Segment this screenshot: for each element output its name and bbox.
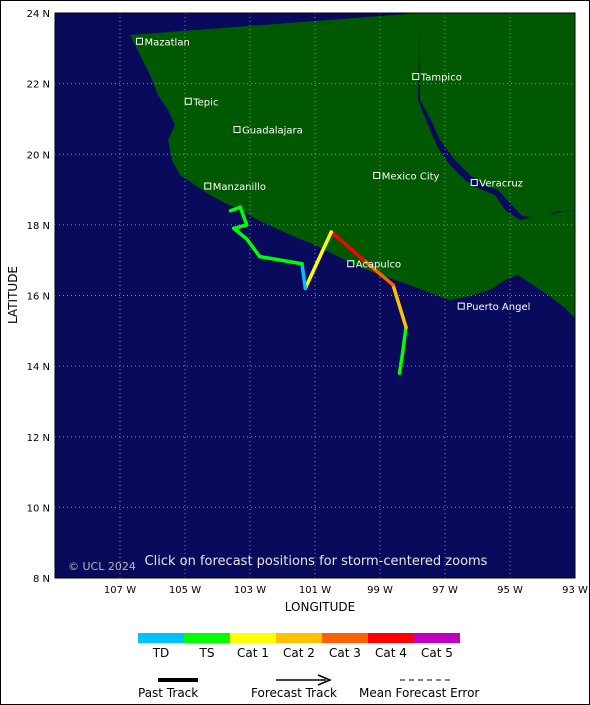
track-segment[interactable] (245, 237, 262, 259)
track-segment[interactable] (258, 254, 304, 266)
legend-swatch (230, 633, 276, 643)
past-track-label: Past Track (138, 686, 199, 700)
x-tick-label: 99 W (367, 585, 393, 596)
zoom-instruction[interactable]: Click on forecast positions for storm-ce… (145, 554, 488, 569)
city-label: Mexico City (382, 171, 440, 182)
track-segment[interactable] (238, 205, 249, 227)
track-segment[interactable] (300, 261, 307, 291)
y-tick-label: 16 N (27, 292, 50, 303)
mean-error-label: Mean Forecast Error (359, 686, 480, 700)
track-segment[interactable] (303, 230, 333, 291)
legend-swatch (414, 633, 460, 643)
x-tick-labels: 107 W 105 W 103 W 101 W 99 W 97 W 95 W 93 W (104, 585, 588, 596)
city-markers: Mazatlan Tepic Guadalajara Manzanillo Tampic… (136, 37, 530, 313)
city-label: Puerto Angel (466, 302, 530, 313)
x-tick-label: 107 W (104, 585, 136, 596)
city-marker-icon (184, 97, 192, 105)
x-tick-label: 97 W (432, 585, 458, 596)
lat-lon-grid (55, 13, 575, 578)
city-marker-icon (470, 179, 478, 186)
legend-label: Cat 2 (283, 646, 315, 660)
x-tick-label: 103 W (234, 585, 266, 596)
x-axis-title: LONGITUDE (284, 600, 356, 614)
mexico-landmass (120, 13, 575, 318)
track-segment[interactable] (232, 223, 249, 231)
storm-track[interactable] (228, 205, 408, 375)
x-tick-label: 95 W (497, 585, 523, 596)
track-segment[interactable] (228, 205, 242, 213)
legend-swatch (322, 633, 368, 643)
y-tick-label: 18 N (27, 221, 50, 232)
y-tick-label: 8 N (33, 574, 50, 585)
y-axis-title: LATITUDE (6, 265, 20, 325)
y-tick-label: 14 N (27, 362, 50, 373)
city-marker-icon (233, 126, 241, 134)
y-tick-label: 10 N (27, 503, 50, 514)
city-label: Mazatlan (145, 37, 190, 48)
track-segment[interactable] (391, 283, 408, 330)
city-label: Acapulco (356, 260, 401, 271)
city-label: Tampico (420, 73, 462, 84)
legend-swatch (184, 633, 230, 643)
track-segment[interactable] (397, 350, 405, 375)
legend-swatch (368, 633, 414, 643)
x-tick-label: 101 W (299, 585, 331, 596)
x-tick-label: 105 W (169, 585, 201, 596)
x-tick-label: 93 W (562, 585, 588, 596)
city-label: Veracruz (479, 179, 523, 190)
city-label: Guadalajara (242, 126, 303, 137)
y-tick-label: 22 N (27, 80, 50, 91)
legend-label: Cat 3 (329, 646, 361, 660)
legend-label: TD (152, 646, 170, 660)
city-marker-icon (412, 73, 420, 81)
track-key (158, 674, 452, 686)
city-marker-icon (347, 260, 355, 268)
forecast-track-label: Forecast Track (251, 686, 337, 700)
y-tick-label: 20 N (27, 150, 50, 161)
track-segment[interactable] (329, 230, 366, 262)
legend-swatch (276, 633, 322, 643)
y-tick-labels: 24 N 22 N 20 N 18 N 16 N 14 N 12 N 10 N 8 N (27, 9, 50, 585)
city-marker-icon (136, 37, 143, 45)
city-label: Tepic (192, 97, 218, 108)
city-label: Manzanillo (213, 182, 266, 193)
legend-label: Cat 5 (421, 646, 453, 660)
y-tick-label: 24 N (27, 9, 50, 20)
track-segment[interactable] (362, 258, 395, 287)
legend-label: Cat 4 (375, 646, 407, 660)
y-tick-label: 12 N (27, 433, 50, 444)
legend-label: TS (199, 646, 215, 660)
forecast-arrow-icon (317, 674, 332, 686)
plot-border (54, 12, 576, 579)
city-marker-icon (457, 302, 465, 310)
city-marker-icon (373, 171, 381, 179)
city-marker-icon (204, 182, 212, 190)
legend-swatch (138, 633, 184, 643)
legend-label: Cat 1 (237, 646, 269, 660)
track-segment[interactable] (232, 226, 249, 241)
track-segment[interactable] (401, 325, 408, 354)
credit-text: © UCL 2024 (68, 560, 136, 573)
